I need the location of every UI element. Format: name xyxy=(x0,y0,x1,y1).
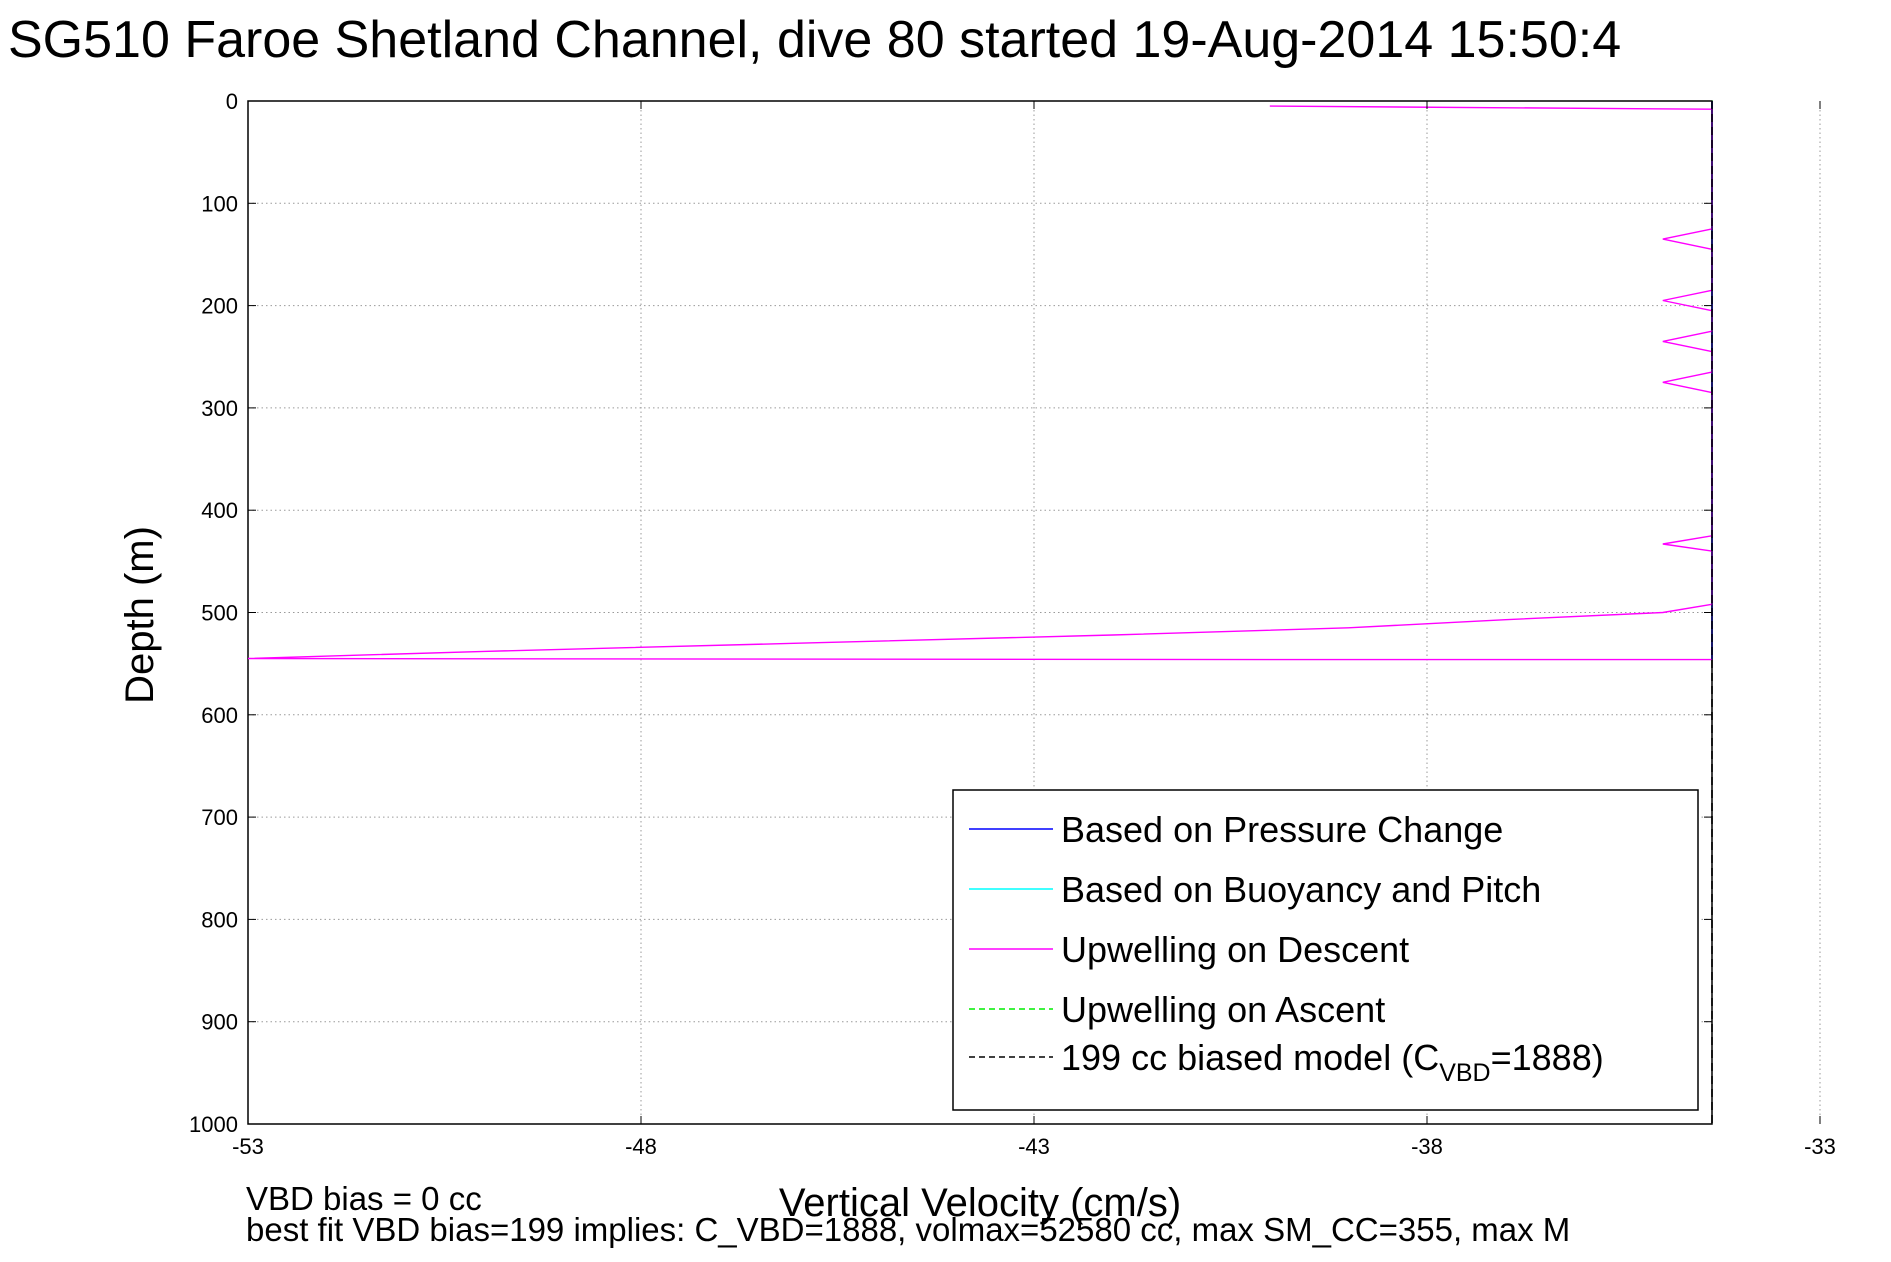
y-tick-label: 300 xyxy=(201,396,238,421)
legend-label: Upwelling on Ascent xyxy=(1061,989,1385,1030)
y-axis-ticks: 0 100 200 300 400 500 600 700 800 900 1000 xyxy=(189,89,1712,1137)
y-tick-label: 500 xyxy=(201,601,238,626)
y-tick-label: 400 xyxy=(201,498,238,523)
x-tick-label: -48 xyxy=(625,1134,657,1159)
legend-label: Based on Buoyancy and Pitch xyxy=(1061,869,1541,910)
series-line-up-descent xyxy=(247,105,1713,661)
x-axis-ticks: -53-48-43-38-33-28-23-18-13-8-3271217222… xyxy=(232,101,1836,1159)
y-tick-label: 0 xyxy=(226,89,238,114)
x-tick-label: -43 xyxy=(1018,1134,1050,1159)
y-tick-label: 200 xyxy=(201,294,238,319)
y-tick-label: 900 xyxy=(201,1010,238,1035)
chart-title: SG510 Faroe Shetland Channel, dive 80 st… xyxy=(8,11,1622,69)
vbd-bias-note: VBD bias = 0 cc xyxy=(246,1180,482,1217)
y-tick-label: 1000 xyxy=(189,1112,238,1137)
best-fit-note: best fit VBD bias=199 implies: C_VBD=188… xyxy=(246,1211,1571,1248)
y-tick-label: 800 xyxy=(201,907,238,932)
y-axis-label: Depth (m) xyxy=(118,526,162,704)
x-tick-label: -53 xyxy=(232,1134,264,1159)
legend-label: Upwelling on Descent xyxy=(1061,929,1409,970)
x-tick-label: -38 xyxy=(1411,1134,1443,1159)
legend: Based on Pressure Change Based on Buoyanc… xyxy=(952,789,1699,1111)
legend-label: Based on Pressure Change xyxy=(1061,809,1503,850)
y-tick-label: 100 xyxy=(201,191,238,216)
x-axis-label: Vertical Velocity (cm/s) xyxy=(779,1181,1181,1225)
y-tick-label: 600 xyxy=(201,703,238,728)
y-tick-label: 700 xyxy=(201,805,238,830)
x-tick-label: -33 xyxy=(1804,1134,1836,1159)
legend-box xyxy=(952,789,1699,1111)
